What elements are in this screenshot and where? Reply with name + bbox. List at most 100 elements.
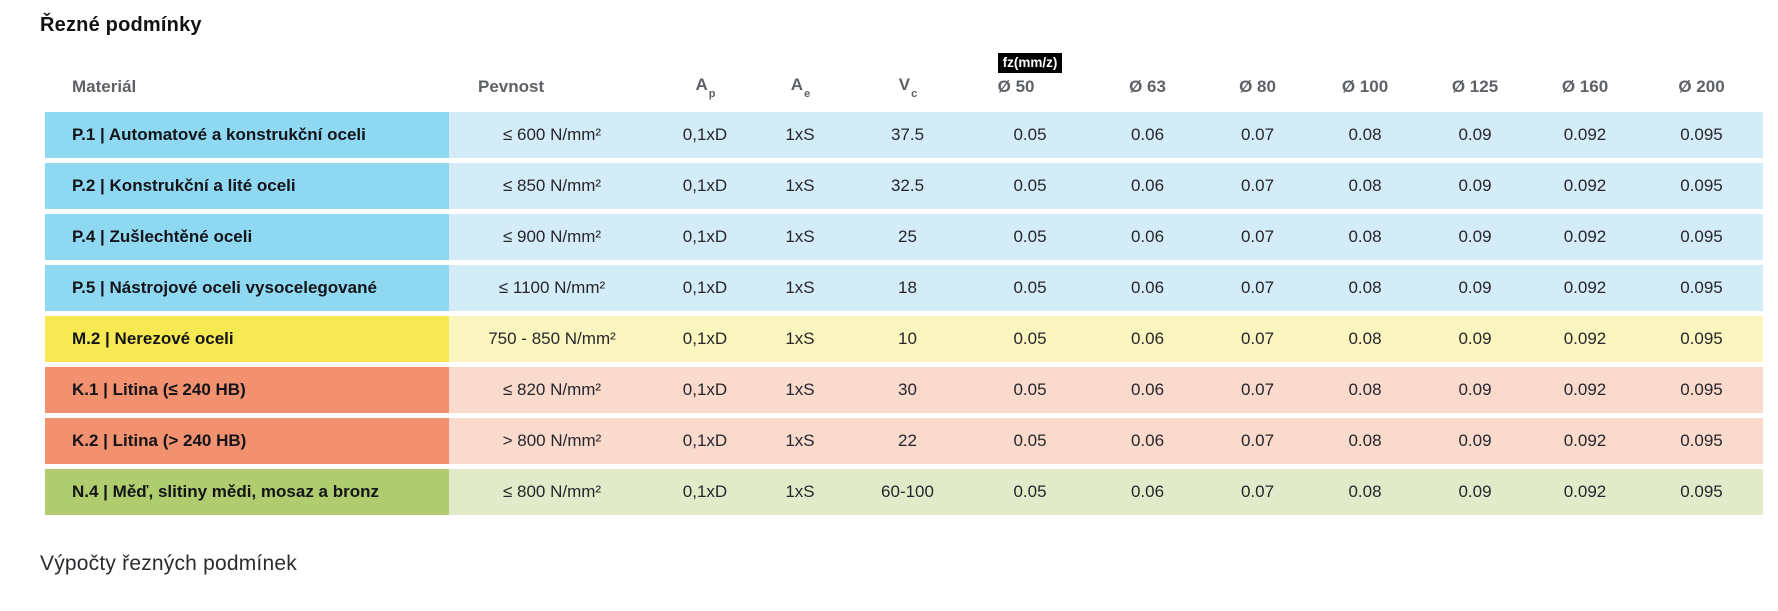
table-header-row: Materiál Pevnost Ap Ae Vc fz(mm/z) Ø 50 … bbox=[45, 52, 1763, 107]
ae-symbol: A bbox=[790, 74, 804, 94]
fz-cell-d160: 0.092 bbox=[1530, 163, 1640, 209]
ap-cell: 0,1xD bbox=[655, 316, 755, 362]
strength-cell: ≤ 1100 N/mm² bbox=[449, 265, 655, 311]
vc-cell: 37.5 bbox=[845, 112, 970, 158]
ae-subscript: e bbox=[804, 88, 811, 100]
col-header-d50: fz(mm/z) Ø 50 bbox=[970, 52, 1090, 107]
ae-cell: 1xS bbox=[755, 214, 845, 260]
table-row: P.1 | Automatové a konstrukční oceli ≤ 6… bbox=[45, 112, 1763, 158]
fz-cell-d80: 0.07 bbox=[1205, 469, 1310, 515]
ap-cell: 0,1xD bbox=[655, 469, 755, 515]
fz-cell-d160: 0.092 bbox=[1530, 316, 1640, 362]
fz-cell-d63: 0.06 bbox=[1090, 214, 1205, 260]
section-title-calculations: Výpočty řezných podmínek bbox=[40, 552, 297, 575]
table-row: P.5 | Nástrojové oceli vysocelegované ≤ … bbox=[45, 265, 1763, 311]
fz-cell-d63: 0.06 bbox=[1090, 367, 1205, 413]
col-header-ae: Ae bbox=[755, 52, 845, 107]
fz-cell-d160: 0.092 bbox=[1530, 265, 1640, 311]
fz-cell-d80: 0.07 bbox=[1205, 265, 1310, 311]
fz-cell-d80: 0.07 bbox=[1205, 367, 1310, 413]
fz-unit-badge: fz(mm/z) bbox=[997, 53, 1063, 73]
fz-cell-d63: 0.06 bbox=[1090, 112, 1205, 158]
col-header-d200: Ø 200 bbox=[1640, 52, 1763, 107]
fz-cell-d160: 0.092 bbox=[1530, 214, 1640, 260]
material-cell: K.1 | Litina (≤ 240 HB) bbox=[45, 367, 449, 413]
vc-subscript: c bbox=[911, 88, 918, 100]
ap-cell: 0,1xD bbox=[655, 265, 755, 311]
vc-symbol: V bbox=[898, 74, 911, 94]
col-header-material: Materiál bbox=[45, 52, 449, 107]
ae-cell: 1xS bbox=[755, 316, 845, 362]
fz-cell-d80: 0.07 bbox=[1205, 112, 1310, 158]
fz-cell-d200: 0.095 bbox=[1640, 214, 1763, 260]
fz-cell-d160: 0.092 bbox=[1530, 112, 1640, 158]
fz-cell-d63: 0.06 bbox=[1090, 163, 1205, 209]
col-header-d100: Ø 100 bbox=[1310, 52, 1420, 107]
fz-cell-d100: 0.08 bbox=[1310, 367, 1420, 413]
fz-cell-d50: 0.05 bbox=[970, 469, 1090, 515]
fz-cell-d63: 0.06 bbox=[1090, 418, 1205, 464]
fz-cell-d100: 0.08 bbox=[1310, 112, 1420, 158]
fz-cell-d80: 0.07 bbox=[1205, 418, 1310, 464]
ap-cell: 0,1xD bbox=[655, 418, 755, 464]
fz-cell-d100: 0.08 bbox=[1310, 163, 1420, 209]
fz-cell-d63: 0.06 bbox=[1090, 469, 1205, 515]
vc-cell: 30 bbox=[845, 367, 970, 413]
fz-cell-d200: 0.095 bbox=[1640, 469, 1763, 515]
vc-cell: 32.5 bbox=[845, 163, 970, 209]
fz-cell-d50: 0.05 bbox=[970, 163, 1090, 209]
fz-cell-d125: 0.09 bbox=[1420, 163, 1530, 209]
fz-cell-d200: 0.095 bbox=[1640, 316, 1763, 362]
fz-cell-d100: 0.08 bbox=[1310, 469, 1420, 515]
page: Řezné podmínky Materiál Pevnost Ap Ae Vc… bbox=[40, 14, 1763, 575]
ap-cell: 0,1xD bbox=[655, 214, 755, 260]
table-row: M.2 | Nerezové oceli 750 - 850 N/mm² 0,1… bbox=[45, 316, 1763, 362]
fz-cell-d125: 0.09 bbox=[1420, 214, 1530, 260]
fz-cell-d50: 0.05 bbox=[970, 265, 1090, 311]
strength-cell: ≤ 850 N/mm² bbox=[449, 163, 655, 209]
vc-cell: 22 bbox=[845, 418, 970, 464]
fz-cell-d125: 0.09 bbox=[1420, 316, 1530, 362]
fz-cell-d100: 0.08 bbox=[1310, 265, 1420, 311]
ap-cell: 0,1xD bbox=[655, 367, 755, 413]
col-header-d63: Ø 63 bbox=[1090, 52, 1205, 107]
fz-cell-d125: 0.09 bbox=[1420, 469, 1530, 515]
ae-cell: 1xS bbox=[755, 469, 845, 515]
vc-cell: 10 bbox=[845, 316, 970, 362]
material-cell: K.2 | Litina (> 240 HB) bbox=[45, 418, 449, 464]
fz-cell-d50: 0.05 bbox=[970, 112, 1090, 158]
table-row: P.4 | Zušlechtěné oceli ≤ 900 N/mm² 0,1x… bbox=[45, 214, 1763, 260]
strength-cell: > 800 N/mm² bbox=[449, 418, 655, 464]
strength-cell: ≤ 820 N/mm² bbox=[449, 367, 655, 413]
strength-cell: ≤ 900 N/mm² bbox=[449, 214, 655, 260]
fz-cell-d200: 0.095 bbox=[1640, 367, 1763, 413]
fz-cell-d63: 0.06 bbox=[1090, 265, 1205, 311]
ap-cell: 0,1xD bbox=[655, 112, 755, 158]
ae-cell: 1xS bbox=[755, 367, 845, 413]
table-row: K.2 | Litina (> 240 HB) > 800 N/mm² 0,1x… bbox=[45, 418, 1763, 464]
fz-cell-d160: 0.092 bbox=[1530, 469, 1640, 515]
strength-cell: ≤ 600 N/mm² bbox=[449, 112, 655, 158]
fz-cell-d100: 0.08 bbox=[1310, 214, 1420, 260]
ap-symbol: A bbox=[695, 74, 708, 94]
col-header-d80: Ø 80 bbox=[1205, 52, 1310, 107]
table-row: P.2 | Konstrukční a lité oceli ≤ 850 N/m… bbox=[45, 163, 1763, 209]
fz-cell-d80: 0.07 bbox=[1205, 214, 1310, 260]
fz-cell-d125: 0.09 bbox=[1420, 367, 1530, 413]
table-row: N.4 | Měď, slitiny mědi, mosaz a bronz ≤… bbox=[45, 469, 1763, 515]
fz-cell-d80: 0.07 bbox=[1205, 316, 1310, 362]
ap-subscript: p bbox=[708, 88, 716, 100]
cutting-conditions-table: Materiál Pevnost Ap Ae Vc fz(mm/z) Ø 50 … bbox=[45, 47, 1763, 520]
ae-cell: 1xS bbox=[755, 112, 845, 158]
material-cell: P.2 | Konstrukční a lité oceli bbox=[45, 163, 449, 209]
fz-cell-d100: 0.08 bbox=[1310, 316, 1420, 362]
vc-cell: 25 bbox=[845, 214, 970, 260]
d50-label: Ø 50 bbox=[997, 77, 1035, 96]
ae-cell: 1xS bbox=[755, 418, 845, 464]
page-title: Řezné podmínky bbox=[40, 14, 202, 36]
material-cell: P.4 | Zušlechtěné oceli bbox=[45, 214, 449, 260]
fz-cell-d125: 0.09 bbox=[1420, 265, 1530, 311]
material-cell: P.1 | Automatové a konstrukční oceli bbox=[45, 112, 449, 158]
table-row: K.1 | Litina (≤ 240 HB) ≤ 820 N/mm² 0,1x… bbox=[45, 367, 1763, 413]
fz-cell-d63: 0.06 bbox=[1090, 316, 1205, 362]
